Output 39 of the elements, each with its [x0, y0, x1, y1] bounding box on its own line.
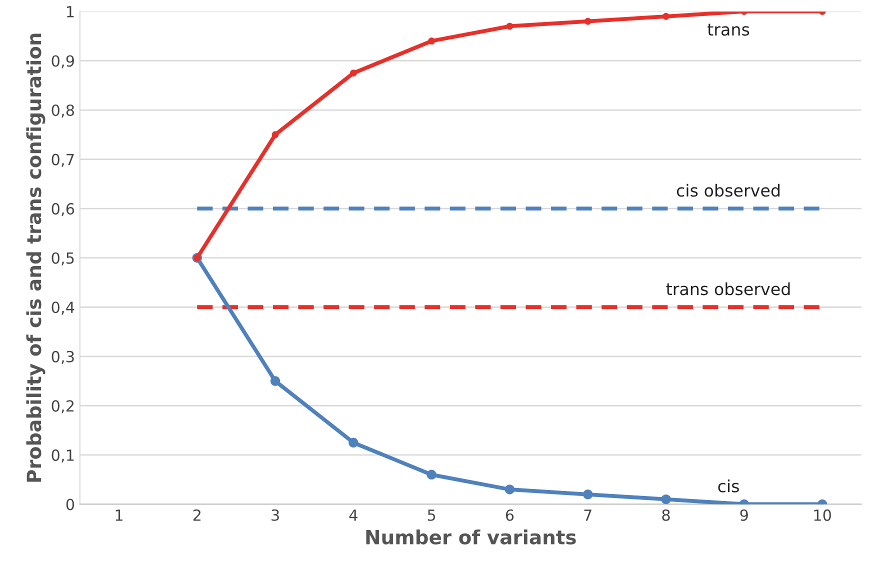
x-tick-label: 4 — [349, 510, 358, 521]
y-tick-label: 0,9 — [52, 55, 74, 68]
x-tick-label: 3 — [272, 509, 279, 521]
x-axis-title: Number of variants — [366, 529, 576, 544]
series-label: trans observed — [666, 282, 790, 296]
point — [582, 490, 593, 500]
y-tick-label: 0,7 — [52, 154, 74, 167]
point — [428, 38, 436, 44]
x-tick-label: 2 — [193, 509, 200, 521]
point — [504, 484, 515, 494]
x-tick-label: 7 — [584, 510, 592, 521]
series-label: cis observed — [676, 184, 780, 197]
point — [584, 18, 592, 25]
x-tick-label: 8 — [662, 509, 670, 521]
point — [506, 22, 514, 30]
y-tick-label: 1 — [67, 6, 74, 18]
y-tick-label: 0,1 — [52, 449, 74, 463]
y-tick-label: 0,8 — [52, 104, 74, 118]
y-axis-title: Probability of cis and trans configuration — [26, 34, 46, 482]
point — [270, 376, 280, 386]
series-label: trans — [708, 24, 750, 36]
y-tick-label: 0,4 — [52, 302, 74, 315]
point — [426, 470, 436, 480]
point — [348, 438, 358, 448]
x-tick-label: 9 — [740, 509, 748, 521]
series-label: cis — [718, 480, 739, 492]
x-tick-label: 6 — [506, 509, 514, 521]
x-tick-label: 5 — [428, 510, 436, 521]
y-tick-label: 0,5 — [52, 252, 74, 266]
point — [662, 12, 670, 20]
x-tick-label: 1 — [116, 510, 122, 521]
point — [272, 131, 279, 138]
point — [350, 70, 357, 77]
point — [661, 494, 671, 504]
y-tick-label: 0,2 — [52, 400, 74, 414]
x-tick-label: 10 — [814, 509, 831, 521]
y-tick-label: 0,6 — [52, 203, 74, 216]
y-tick-label: 0 — [66, 498, 74, 510]
y-tick-label: 0,3 — [52, 350, 74, 364]
